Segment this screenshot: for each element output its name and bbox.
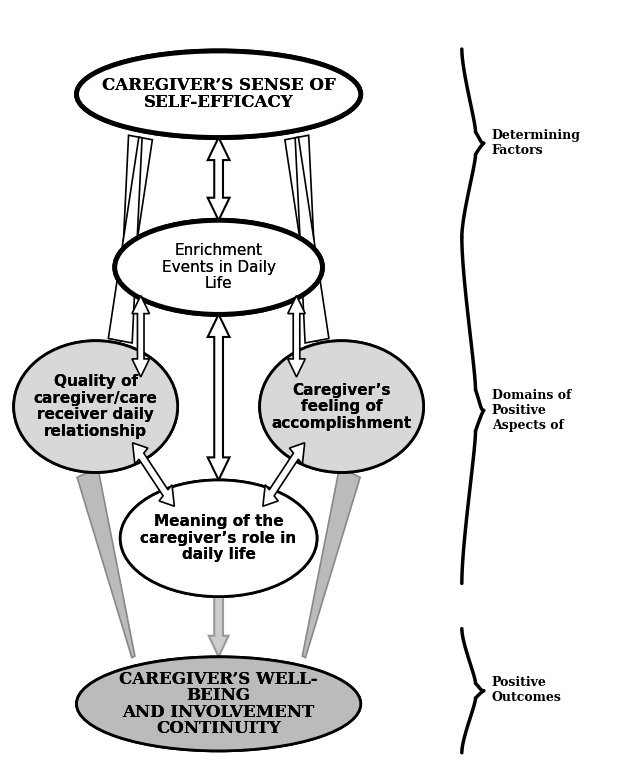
Polygon shape (288, 296, 305, 377)
Text: receiver daily: receiver daily (37, 407, 154, 422)
Ellipse shape (260, 341, 424, 472)
Ellipse shape (120, 480, 317, 597)
Text: Caregiver’s: Caregiver’s (293, 382, 391, 398)
Text: Quality of: Quality of (53, 374, 138, 389)
Polygon shape (209, 597, 228, 657)
Text: Determining
Factors: Determining Factors (492, 129, 581, 157)
Polygon shape (285, 135, 319, 341)
Text: Enrichment: Enrichment (175, 243, 262, 258)
Text: CONTINUITY: CONTINUITY (156, 720, 281, 737)
Ellipse shape (77, 657, 361, 751)
Ellipse shape (77, 51, 361, 137)
Text: SELF-EFFICACY: SELF-EFFICACY (144, 94, 293, 111)
Text: CAREGIVER’S WELL-: CAREGIVER’S WELL- (120, 670, 318, 687)
Polygon shape (295, 137, 329, 343)
Text: Events in Daily: Events in Daily (161, 260, 276, 275)
Polygon shape (132, 443, 174, 506)
Ellipse shape (260, 341, 424, 472)
Text: Quality of: Quality of (53, 374, 138, 389)
Polygon shape (263, 443, 305, 506)
Polygon shape (208, 137, 230, 220)
Text: daily life: daily life (182, 548, 255, 562)
Text: caregiver’s role in: caregiver’s role in (140, 531, 297, 546)
Ellipse shape (14, 341, 177, 472)
Text: Enrichment: Enrichment (175, 243, 262, 258)
Text: BEING: BEING (186, 687, 251, 704)
Polygon shape (108, 137, 142, 343)
Text: CAREGIVER’S WELL-: CAREGIVER’S WELL- (120, 670, 318, 687)
Ellipse shape (115, 220, 322, 314)
Text: caregiver/care: caregiver/care (33, 391, 158, 406)
Text: Domains of
Positive
Aspects of: Domains of Positive Aspects of (492, 389, 571, 432)
Text: BEING: BEING (186, 687, 251, 704)
Text: accomplishment: accomplishment (271, 415, 412, 431)
Text: Life: Life (205, 276, 232, 291)
Text: AND INVOLVEMENT: AND INVOLVEMENT (123, 703, 314, 720)
Text: Caregiver’s: Caregiver’s (293, 382, 391, 398)
Text: caregiver’s role in: caregiver’s role in (140, 531, 297, 546)
Ellipse shape (120, 480, 317, 597)
Polygon shape (208, 314, 230, 480)
Text: caregiver/care: caregiver/care (33, 391, 158, 406)
Text: Life: Life (205, 276, 232, 291)
Text: CAREGIVER’S SENSE OF: CAREGIVER’S SENSE OF (102, 78, 336, 94)
Text: feeling of: feeling of (301, 399, 383, 414)
Ellipse shape (77, 657, 361, 751)
Text: SELF-EFFICACY: SELF-EFFICACY (144, 94, 293, 111)
Text: AND INVOLVEMENT: AND INVOLVEMENT (123, 703, 314, 720)
Ellipse shape (14, 341, 177, 472)
Text: accomplishment: accomplishment (271, 415, 412, 431)
Text: Events in Daily: Events in Daily (161, 260, 276, 275)
Text: CAREGIVER’S SENSE OF: CAREGIVER’S SENSE OF (102, 78, 336, 94)
Text: Meaning of the: Meaning of the (154, 515, 284, 529)
Text: relationship: relationship (44, 424, 147, 439)
Text: daily life: daily life (182, 548, 255, 562)
Text: Meaning of the: Meaning of the (154, 515, 284, 529)
Text: CONTINUITY: CONTINUITY (156, 720, 281, 737)
Polygon shape (118, 135, 152, 341)
Text: relationship: relationship (44, 424, 147, 439)
Ellipse shape (77, 51, 361, 137)
Text: Positive
Outcomes: Positive Outcomes (492, 677, 562, 704)
Polygon shape (77, 468, 135, 657)
Polygon shape (132, 296, 149, 377)
Text: receiver daily: receiver daily (37, 407, 154, 422)
Ellipse shape (115, 220, 322, 314)
Text: feeling of: feeling of (301, 399, 383, 414)
Polygon shape (302, 468, 360, 657)
